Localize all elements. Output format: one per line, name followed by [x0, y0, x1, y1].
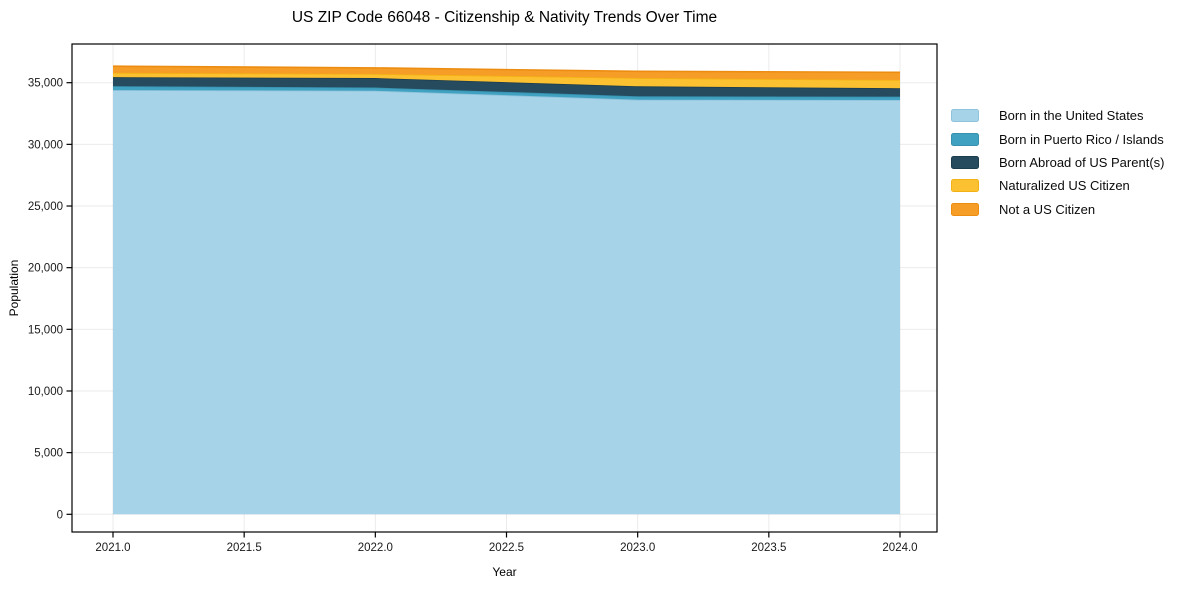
legend-swatch	[951, 202, 979, 216]
y-tick-label: 20,000	[28, 263, 63, 275]
x-tick-label: 2024.0	[882, 542, 917, 554]
chart-title: US ZIP Code 66048 - Citizenship & Nativi…	[291, 9, 718, 26]
x-tick-label: 2023.5	[751, 542, 786, 554]
legend: Born in the United States Born in Puerto …	[951, 104, 1164, 221]
legend-swatch	[951, 109, 979, 123]
y-tick-label: 5,000	[34, 448, 63, 460]
area-layer	[113, 66, 900, 80]
legend-label: Born in the United States	[999, 108, 1144, 124]
area-layer-edge	[112, 65, 901, 74]
legend-swatch	[951, 155, 979, 169]
legend-label: Naturalized US Citizen	[999, 178, 1130, 194]
x-tick-label: 2021.0	[95, 542, 130, 554]
y-axis-label: Population	[7, 259, 21, 317]
x-tick-label: 2021.5	[227, 542, 262, 554]
area-layer	[113, 72, 900, 89]
legend-item: Naturalized US Citizen	[951, 174, 1164, 197]
x-tick-label: 2023.0	[620, 542, 655, 554]
legend-swatch	[951, 132, 979, 146]
area-layer	[113, 90, 900, 515]
legend-label: Born in Puerto Rico / Islands	[999, 131, 1164, 147]
y-tick-label: 25,000	[28, 201, 63, 213]
legend-item: Not a US Citizen	[951, 198, 1164, 221]
x-tick-label: 2022.5	[489, 542, 524, 554]
y-tick-label: 15,000	[28, 324, 63, 336]
plot-frame	[71, 43, 938, 533]
legend-label: Born Abroad of US Parent(s)	[999, 154, 1165, 170]
legend-item: Born Abroad of US Parent(s)	[951, 151, 1164, 174]
legend-swatch	[951, 179, 979, 193]
y-tick-label: 0	[57, 509, 63, 521]
x-axis-label: Year	[492, 565, 517, 579]
x-tick-label: 2022.0	[358, 542, 393, 554]
legend-item: Born in the United States	[951, 104, 1164, 127]
legend-item: Born in Puerto Rico / Islands	[951, 127, 1164, 150]
y-tick-label: 35,000	[28, 78, 63, 90]
area-layer	[113, 77, 900, 97]
legend-label: Not a US Citizen	[999, 201, 1096, 217]
y-tick-label: 30,000	[28, 139, 63, 151]
y-tick-label: 10,000	[28, 386, 63, 398]
